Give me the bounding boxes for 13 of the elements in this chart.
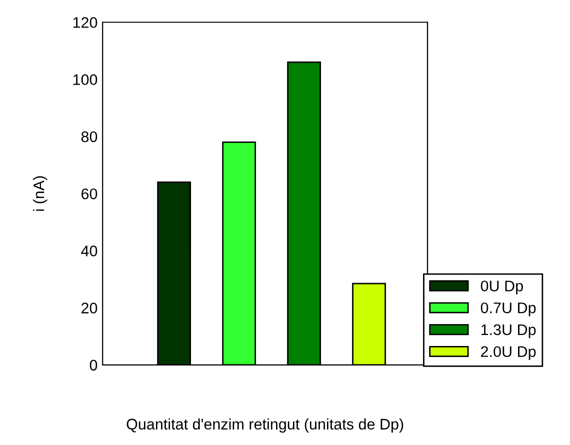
y-tick-label: 100: [73, 74, 98, 86]
legend-label: 1.3U Dp: [481, 324, 536, 338]
y-tick-label: 0: [90, 360, 98, 371]
x-axis-title: Quantitat d'enzim retingut (unitats de Dp): [126, 418, 404, 433]
legend-label: 0.7U Dp: [480, 302, 536, 316]
y-axis-title: i (nA): [33, 176, 48, 211]
y-tick-label: 120: [73, 17, 98, 28]
legend-label: 0U Dp: [480, 280, 523, 294]
y-tick-label: 60: [82, 188, 98, 200]
y-tick-label: 80: [81, 131, 98, 142]
y-tick-label: 20: [82, 302, 98, 314]
legend-label: 2.0U Dp: [481, 346, 536, 360]
y-tick-label: 40: [81, 246, 98, 256]
